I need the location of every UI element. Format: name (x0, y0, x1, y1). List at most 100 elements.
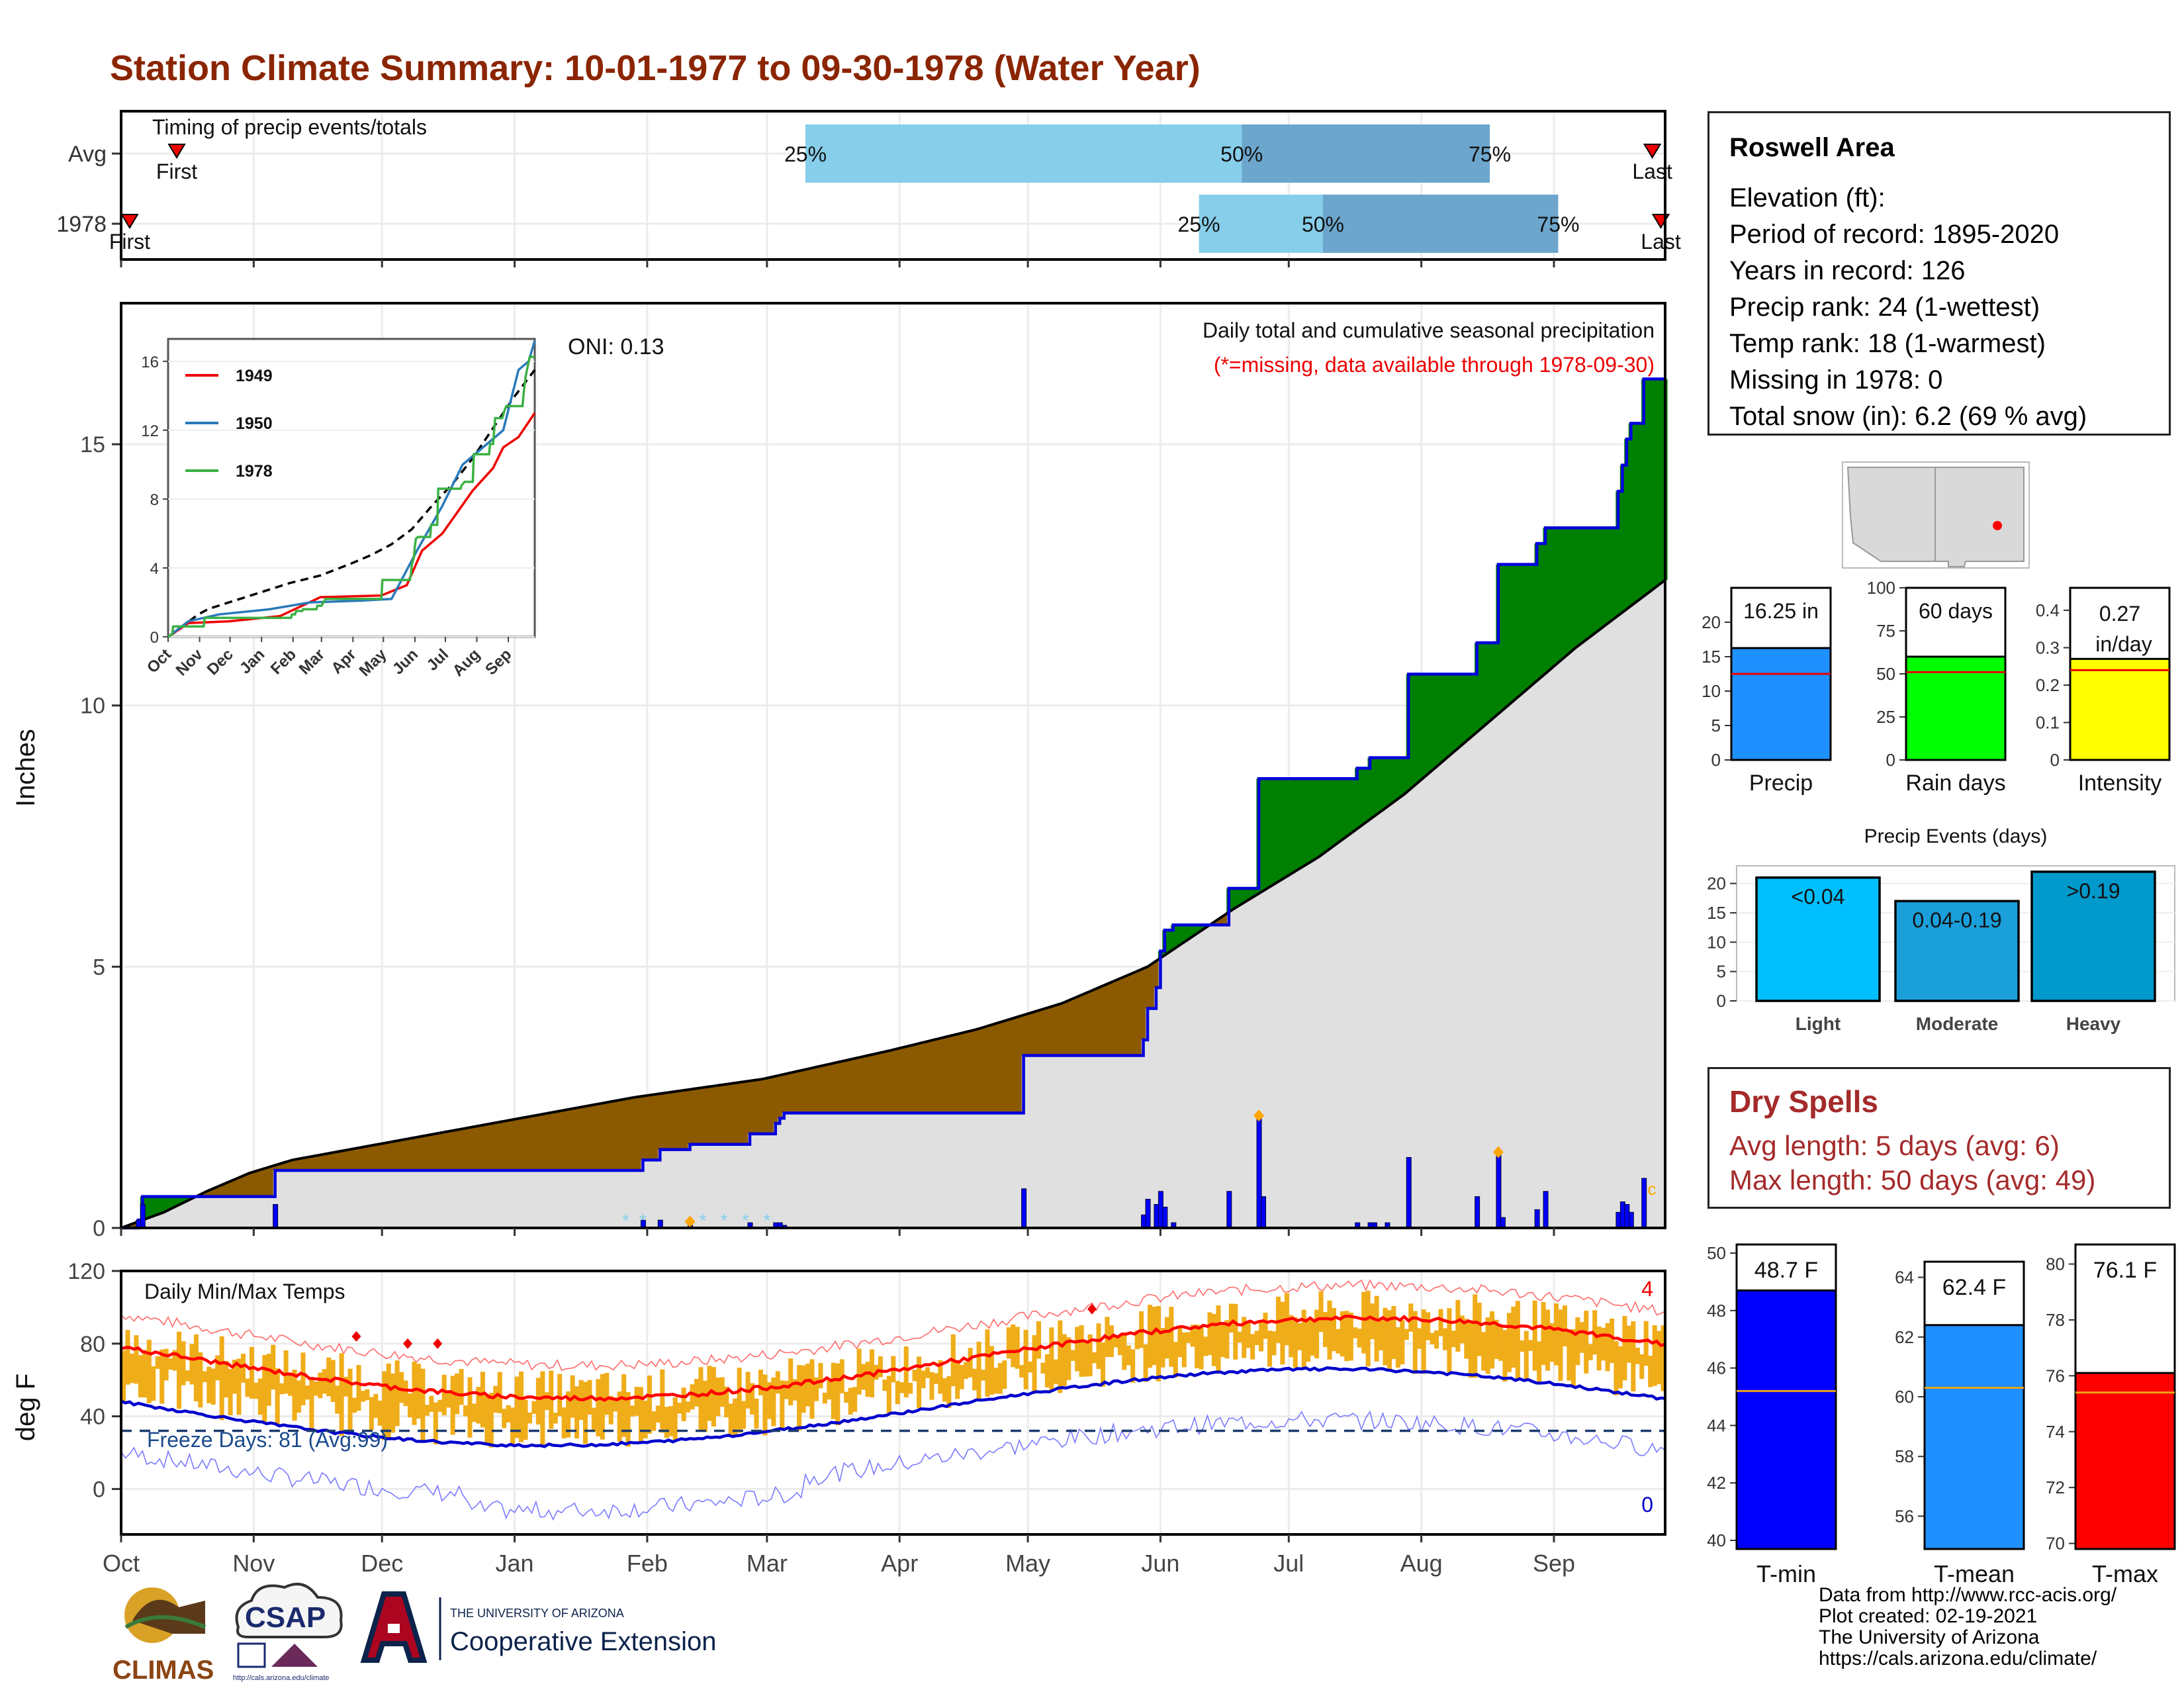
daily-temp-bar (202, 1371, 207, 1383)
daily-temp-bar (1481, 1332, 1486, 1371)
temp-bar-value (1923, 1324, 2025, 1550)
daily-temp-bar (322, 1369, 327, 1394)
daily-temp-bar (1622, 1315, 1627, 1381)
daily-temp-bar (177, 1331, 182, 1409)
logo-strip: CLIMAS CSAP http://cals.arizona.edu/clim… (106, 1581, 768, 1687)
daily-temp-bar (664, 1407, 669, 1438)
daily-temp-bar (493, 1385, 498, 1413)
inset-legend-label: 1949 (236, 367, 273, 385)
mini-bar-y-tick-label: 50 (1876, 664, 1895, 684)
daily-temp-bar (827, 1380, 832, 1400)
daily-precip-bar (1256, 1115, 1262, 1229)
daily-temp-bar (1275, 1296, 1281, 1343)
station-missing: Missing in 1978: 0 (1729, 365, 1943, 395)
inset-y-tick-label: 0 (150, 629, 159, 647)
daily-precip-bar (1628, 1211, 1634, 1229)
mini-bar-label: Intensity (2078, 771, 2162, 796)
daily-temp-bar (155, 1356, 160, 1369)
daily-temp-bar (1032, 1335, 1037, 1392)
daily-temp-bar (917, 1356, 922, 1409)
daily-precip-bar (1158, 1191, 1163, 1229)
record-high-count: 4 (1641, 1277, 1653, 1301)
daily-temp-bar (899, 1382, 905, 1393)
climas-logo: CLIMAS (113, 1587, 214, 1685)
daily-temp-bar (686, 1401, 691, 1413)
daily-temp-bar (1515, 1301, 1520, 1381)
oni-label: ONI: 0.13 (568, 334, 664, 359)
record-high-marker (351, 1331, 361, 1342)
daily-temp-bar (1421, 1309, 1426, 1374)
precip-panel-title: Daily total and cumulative seasonal prec… (1203, 318, 1655, 342)
daily-temp-bar (1164, 1317, 1169, 1359)
daily-temp-bar (638, 1387, 644, 1444)
temp-x-tick-label: Dec (361, 1550, 403, 1577)
daily-temp-bar (1062, 1334, 1067, 1386)
daily-temp-bar (296, 1380, 302, 1413)
average-tmax-line (120, 1314, 1666, 1402)
daily-temp-bar (964, 1362, 969, 1380)
timing-bar-50-75 (1322, 195, 1559, 253)
daily-temp-bar (292, 1370, 297, 1421)
daily-temp-bar (848, 1387, 853, 1415)
daily-temp-bar (771, 1377, 776, 1427)
daily-temp-bar (1404, 1329, 1409, 1340)
daily-temp-bar (365, 1389, 370, 1401)
inset-line-1949 (167, 412, 536, 638)
temp-frame (120, 1270, 1666, 1536)
daily-temp-bar (980, 1370, 986, 1381)
daily-temp-bar (519, 1371, 524, 1442)
daily-temp-bar (1506, 1313, 1512, 1372)
daily-precip-bar (1154, 1203, 1160, 1229)
events-bar-value: 0.04-0.19 (1912, 908, 2001, 932)
daily-temp-bar (1434, 1330, 1439, 1349)
inset-legend-label: 1978 (236, 462, 273, 481)
precip-events-chart: Precip Events (days) 0 5 10 15 20 <0.04 Light 0.… (1707, 825, 2175, 1034)
temp-x-tick-label: Aug (1400, 1550, 1443, 1577)
daily-temp-bar (224, 1360, 229, 1398)
daily-temp-bar (1635, 1347, 1640, 1364)
daily-temp-bar (1532, 1300, 1537, 1371)
daily-temp-bar (168, 1358, 173, 1370)
daily-temp-bar (1361, 1291, 1367, 1354)
daily-temp-bar (792, 1379, 797, 1401)
daily-temp-bar (1464, 1319, 1469, 1359)
events-bar (2030, 870, 2156, 1002)
daily-temp-bar (1246, 1322, 1251, 1348)
daily-temp-bar (1639, 1354, 1645, 1380)
daily-temp-bar (997, 1363, 1003, 1394)
mini-bar-y-tick-label: 0 (2050, 750, 2060, 770)
daily-temp-bar (660, 1369, 665, 1433)
daily-temp-bar (724, 1386, 729, 1418)
daily-temp-bar (497, 1372, 502, 1414)
mini-bar-y-tick-label: 5 (1711, 716, 1721, 735)
daily-precip-bar (140, 1203, 146, 1229)
daily-temp-bar (818, 1363, 823, 1389)
mini-bar-y-tick-label: 25 (1876, 707, 1895, 727)
events-bar (1755, 876, 1881, 1002)
daily-temp-bar (780, 1380, 785, 1429)
daily-temp-bar (1250, 1334, 1255, 1360)
daily-temp-bar (172, 1350, 177, 1371)
daily-temp-bar (390, 1373, 396, 1433)
daily-temp-bar (1455, 1299, 1461, 1352)
daily-temp-bar (737, 1368, 742, 1433)
daily-temp-bar (822, 1392, 827, 1404)
snow-event-marker (1492, 1146, 1504, 1158)
daily-temp-bar (1203, 1336, 1208, 1356)
daily-precip-bar (1534, 1209, 1540, 1229)
record-high-line (120, 1279, 1666, 1372)
mini-bar-value-label: 60 days (1919, 599, 1993, 623)
events-bar-value: >0.19 (2067, 879, 2120, 903)
daily-temp-bar (1570, 1329, 1576, 1387)
average-cumulative-line (120, 579, 1666, 1229)
timing-title: Timing of precip events/totals (152, 115, 427, 139)
daily-precip-bar (1475, 1196, 1480, 1229)
daily-temp-bar (1216, 1305, 1221, 1371)
daily-temp-bar (1643, 1321, 1649, 1366)
events-bar-value: <0.04 (1792, 885, 1845, 909)
daily-temp-bar (1490, 1311, 1495, 1369)
daily-temp-bar (1199, 1327, 1204, 1370)
mini-bar-y-tick-label: 0.3 (2036, 637, 2060, 657)
daily-precip-bar (1543, 1191, 1549, 1229)
